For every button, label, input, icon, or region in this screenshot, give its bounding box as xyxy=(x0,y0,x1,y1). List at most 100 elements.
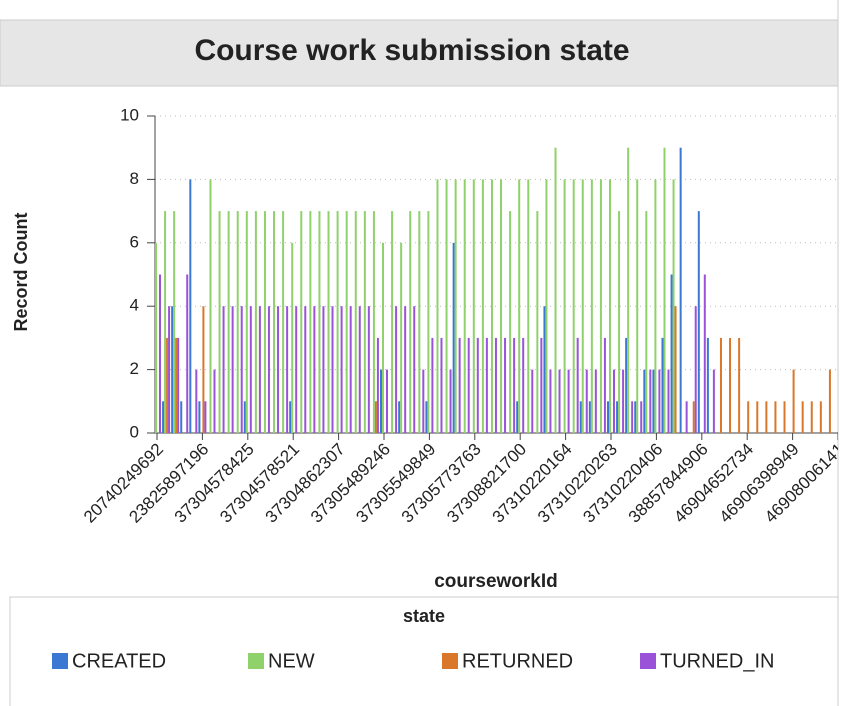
bar xyxy=(661,337,664,433)
bar xyxy=(627,147,630,433)
bar xyxy=(631,401,634,433)
x-tick-label: 37305773763 xyxy=(398,440,485,527)
bar xyxy=(765,401,768,433)
bar xyxy=(694,306,697,433)
bar xyxy=(354,211,357,433)
bar xyxy=(672,179,675,433)
bar xyxy=(155,242,157,433)
bar xyxy=(527,179,530,433)
bar xyxy=(345,211,348,433)
bar xyxy=(670,274,673,433)
bar xyxy=(654,179,657,433)
x-tick-label: 37310220263 xyxy=(534,440,621,527)
bar xyxy=(590,179,593,433)
bar xyxy=(685,401,688,433)
bar xyxy=(273,211,276,433)
bar xyxy=(304,306,307,433)
bar xyxy=(703,274,706,433)
bar xyxy=(277,306,280,433)
bar xyxy=(454,179,457,433)
bar xyxy=(222,306,225,433)
bar xyxy=(449,369,452,433)
x-tick-label: 37305549849 xyxy=(352,440,439,527)
bar xyxy=(363,211,366,433)
bar xyxy=(579,401,582,433)
legend-swatch xyxy=(640,653,656,669)
bar xyxy=(640,401,643,433)
bar xyxy=(581,179,584,433)
bar xyxy=(697,211,700,433)
x-tick-label: 20740249692 xyxy=(80,440,167,527)
bar xyxy=(576,337,579,433)
bar xyxy=(267,306,270,433)
bar xyxy=(209,179,212,433)
bar xyxy=(543,306,546,433)
bar xyxy=(336,211,339,433)
bar xyxy=(729,337,732,433)
bar xyxy=(467,337,470,433)
legend-label: RETURNED xyxy=(462,650,573,672)
bar xyxy=(322,306,325,433)
bar xyxy=(436,179,439,433)
bar xyxy=(398,401,401,433)
bar xyxy=(409,211,412,433)
bar xyxy=(282,211,285,433)
y-tick-label: 8 xyxy=(130,169,139,188)
bar xyxy=(636,179,639,433)
bar xyxy=(472,179,475,433)
bar xyxy=(318,211,321,433)
bar xyxy=(418,211,421,433)
y-tick-label: 6 xyxy=(130,232,139,251)
bar xyxy=(358,306,361,433)
bar xyxy=(774,401,777,433)
bar xyxy=(649,369,652,433)
bar xyxy=(599,179,602,433)
bar xyxy=(258,306,261,433)
legend-box xyxy=(9,596,839,706)
bar xyxy=(404,306,407,433)
bar xyxy=(513,337,516,433)
bar xyxy=(738,337,741,433)
bar xyxy=(195,369,198,433)
bar xyxy=(372,211,375,433)
bar xyxy=(202,306,205,433)
bar xyxy=(572,179,575,433)
bar xyxy=(300,211,303,433)
x-tick-label: 37305489246 xyxy=(307,440,394,527)
chart-title: Course work submission state xyxy=(194,34,629,67)
bar xyxy=(349,306,352,433)
bar xyxy=(452,242,455,433)
bar xyxy=(171,306,174,433)
bar xyxy=(692,401,695,433)
bar xyxy=(658,369,661,433)
x-tick-label: 37310220164 xyxy=(489,440,576,527)
bar xyxy=(494,337,497,433)
bar xyxy=(313,306,316,433)
bar xyxy=(594,369,597,433)
bar xyxy=(374,401,377,433)
x-tick-label: 37304578521 xyxy=(216,440,303,527)
legend-label: NEW xyxy=(268,650,315,672)
bar xyxy=(240,306,243,433)
bar xyxy=(380,369,382,433)
y-tick-label: 0 xyxy=(130,422,139,441)
legend-swatch xyxy=(52,653,68,669)
bar xyxy=(618,211,621,433)
bar xyxy=(431,337,434,433)
bar xyxy=(558,369,561,433)
bar xyxy=(227,211,230,433)
y-tick-label: 4 xyxy=(130,296,139,315)
bar xyxy=(490,179,493,433)
bar xyxy=(162,401,165,433)
bar xyxy=(518,179,521,433)
bar xyxy=(801,401,804,433)
bar xyxy=(427,211,430,433)
bar xyxy=(291,242,294,433)
bar xyxy=(245,211,248,433)
bar xyxy=(613,369,615,433)
bar xyxy=(643,369,646,433)
bar xyxy=(509,211,512,433)
bar xyxy=(516,401,519,433)
bar xyxy=(243,401,246,433)
